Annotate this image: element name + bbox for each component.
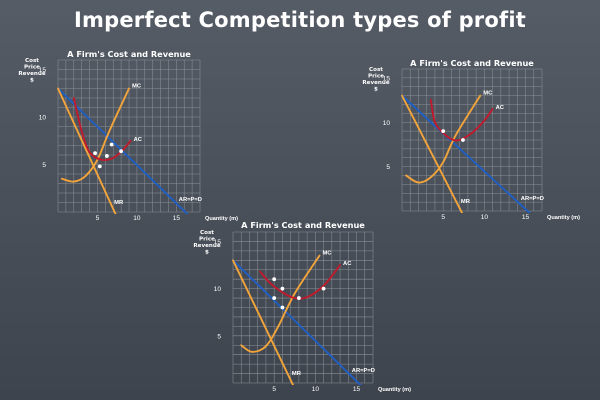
intersection-point (93, 151, 97, 156)
intersection-point (280, 286, 285, 291)
y-axis-label: Price (199, 237, 215, 243)
ac-curve (259, 264, 342, 300)
x-tick-label: 5 (441, 214, 445, 221)
y-tick-label: 5 (386, 164, 390, 171)
x-axis-label: Quantity (m) (378, 387, 411, 393)
curve-label: MC (132, 84, 142, 90)
y-tick-label: 5 (42, 162, 46, 169)
mr-curve (232, 259, 295, 385)
y-axis-label: Cost (369, 67, 383, 73)
x-tick-label: 5 (96, 215, 100, 222)
mc-curve (405, 94, 482, 184)
x-axis-label: Quantity (m) (205, 216, 238, 222)
intersection-point (296, 296, 301, 300)
x-tick-label: 15 (353, 386, 361, 393)
ar-curve (401, 94, 532, 213)
page-title: Imperfect Competition types of profit (74, 8, 526, 32)
x-axis-label: Quantity (m) (547, 215, 580, 221)
y-axis-label: $ (30, 78, 34, 84)
intersection-point (105, 154, 109, 158)
mc-curve (240, 254, 321, 353)
intersection-point (280, 305, 285, 310)
ac-curve (429, 99, 494, 142)
y-tick-label: 5 (217, 333, 221, 340)
y-tick-label: 10 (39, 115, 47, 122)
y-axis-label: Revenue (193, 243, 221, 249)
ar-curve (232, 259, 362, 385)
y-tick-label: 15 (383, 75, 391, 82)
curve-label: MR (114, 200, 124, 206)
y-tick-label: 15 (214, 239, 222, 246)
chart-3: A Firm's Cost and Revenue CostPriceRevenu… (193, 220, 411, 393)
x-tick-label: 10 (312, 386, 320, 393)
curve-label: MC (483, 91, 493, 97)
chart-title: A Firm's Cost and Revenue (67, 49, 191, 59)
intersection-point (97, 164, 102, 169)
x-tick-label: 5 (272, 386, 276, 393)
y-axis-label: $ (374, 87, 378, 93)
y-axis-label: Revenue (362, 80, 390, 86)
chart-title: A Firm's Cost and Revenue (410, 58, 534, 68)
chart-1: A Firm's Cost and Revenue CostPriceRevenu… (18, 49, 238, 222)
curve-label: AR=P=D (521, 196, 544, 202)
chart-grid (401, 68, 543, 212)
x-tick-label: 10 (133, 215, 141, 222)
chart-title: A Firm's Cost and Revenue (241, 220, 365, 230)
intersection-point (461, 138, 465, 142)
intersection-point (272, 277, 277, 282)
intersection-point (272, 296, 277, 300)
chart-grid (232, 231, 374, 384)
y-axis-label: Price (368, 74, 384, 80)
curve-label: AC (134, 137, 143, 143)
curve-label: AR=P=D (352, 368, 375, 374)
y-tick-label: 10 (383, 120, 391, 127)
x-tick-label: 15 (173, 215, 181, 222)
y-tick-label: 15 (39, 67, 47, 74)
curve-label: MR (292, 371, 302, 377)
intersection-point (321, 286, 326, 291)
chart-2: A Firm's Cost and Revenue CostPriceRevenu… (362, 58, 580, 221)
intersection-point (119, 149, 124, 154)
x-tick-label: 15 (522, 214, 530, 221)
curve-label: MR (461, 199, 471, 205)
mr-curve (57, 87, 117, 214)
y-axis-label: Cost (200, 230, 214, 236)
curve-label: MC (322, 251, 332, 257)
intersection-point (441, 129, 446, 134)
y-axis-label: Revenue (18, 71, 46, 77)
y-axis-label: Cost (25, 58, 39, 64)
mr-curve (401, 94, 464, 213)
curve-label: AR=P=D (179, 197, 202, 203)
y-axis-label: $ (205, 250, 209, 256)
ar-curve (57, 87, 189, 214)
curve-label: AC (496, 105, 505, 111)
x-tick-label: 10 (481, 214, 489, 221)
y-axis-label: Price (24, 65, 40, 71)
curve-label: AC (343, 261, 352, 267)
chart-grid (57, 59, 201, 213)
mc-curve (60, 87, 130, 183)
intersection-point (109, 142, 114, 147)
y-tick-label: 10 (214, 286, 222, 293)
